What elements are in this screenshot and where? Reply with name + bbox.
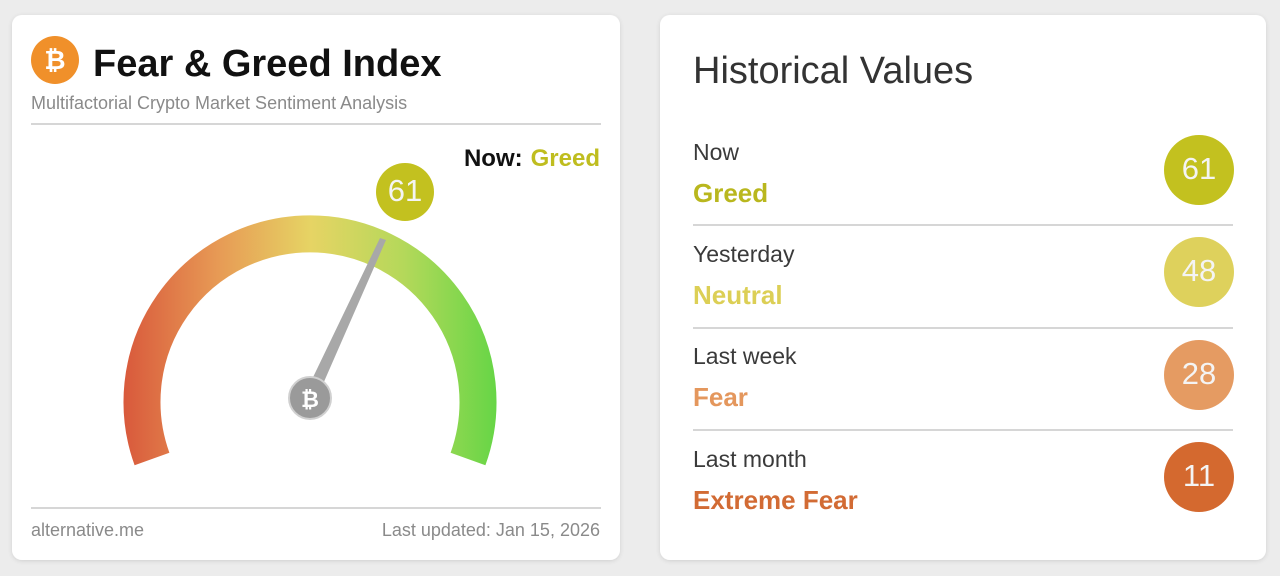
history-card <box>660 15 1266 560</box>
value: 61 <box>1182 151 1216 186</box>
period: Yesterday <box>693 241 795 267</box>
bitcoin-logo <box>31 36 79 84</box>
value: 61 <box>388 173 422 208</box>
status: Greed <box>693 178 768 208</box>
needle-hub <box>288 376 332 420</box>
now-status: Greed <box>531 145 600 172</box>
period: Now <box>693 139 739 165</box>
history-title: Historical Values <box>693 50 973 92</box>
value-badge <box>1164 237 1234 307</box>
value: 28 <box>1182 356 1216 391</box>
hub-symbol: ₿ <box>301 387 319 412</box>
now-line: Now: Greed <box>464 145 600 172</box>
gauge-needle <box>304 238 386 400</box>
title: Fear & Greed Index <box>93 43 441 85</box>
now-label: Now: <box>464 145 523 172</box>
value-badge <box>1164 442 1234 512</box>
subtitle: Multifactorial Crypto Market Sentiment A… <box>31 93 407 113</box>
value: 11 <box>1183 458 1215 493</box>
status: Neutral <box>693 280 783 310</box>
value-badge <box>376 163 434 221</box>
period: Last month <box>693 446 807 472</box>
source: alternative.me <box>31 520 144 540</box>
status: Fear <box>693 382 748 412</box>
gauge-arc <box>123 215 497 466</box>
value: 48 <box>1182 253 1216 288</box>
period: Last week <box>693 343 797 369</box>
last-updated: Last updated: Jan 15, 2026 <box>382 520 600 540</box>
value-badge <box>1164 135 1234 205</box>
status: Extreme Fear <box>693 485 858 515</box>
value-badge <box>1164 340 1234 410</box>
bitcoin-symbol: ₿ <box>44 45 65 75</box>
